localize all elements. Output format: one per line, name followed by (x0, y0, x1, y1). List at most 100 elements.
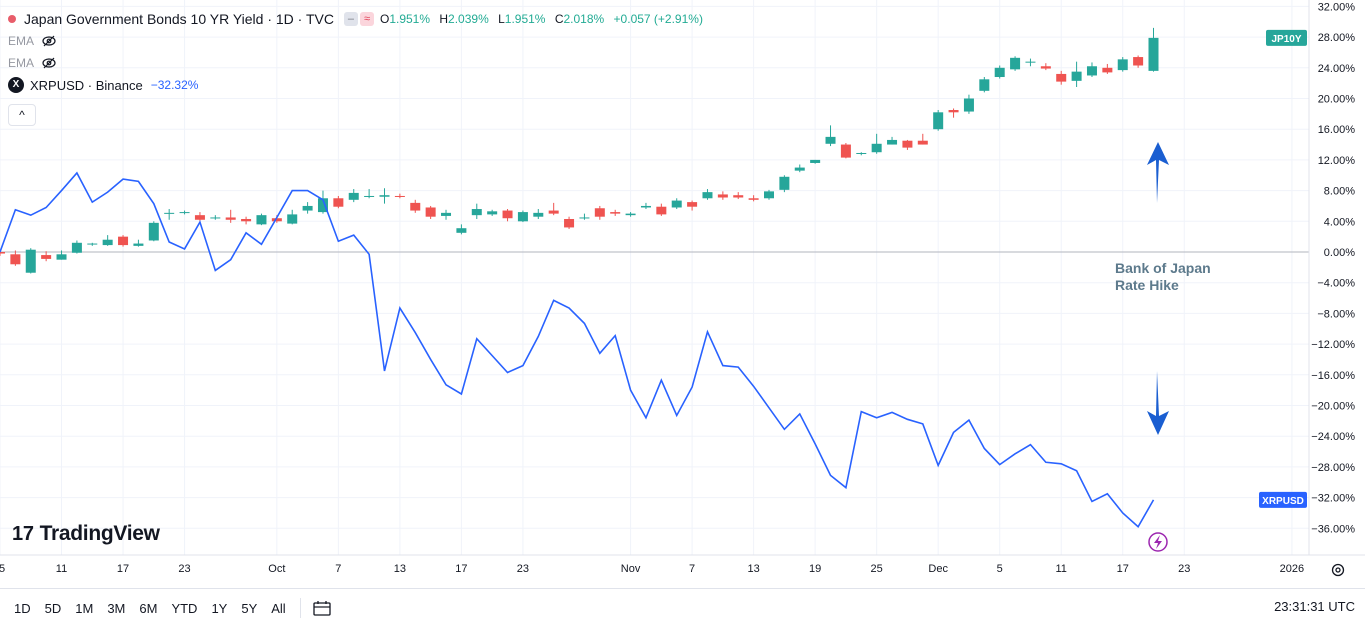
candle (364, 189, 375, 199)
candle (487, 209, 498, 216)
minus-icon[interactable]: – (343, 12, 358, 26)
candle (871, 133, 882, 154)
price-tick-label: −20.00% (1311, 401, 1355, 413)
time-tick-label: 13 (747, 563, 759, 575)
price-tick-label: −24.00% (1311, 431, 1355, 443)
candle (994, 65, 1005, 79)
price-tick-label: 12.00% (1318, 155, 1356, 167)
lightning-icon[interactable] (1148, 532, 1168, 552)
candle (164, 209, 175, 220)
candle (887, 136, 898, 145)
range-3m[interactable]: 3M (107, 600, 126, 616)
price-tick-label: −28.00% (1311, 462, 1355, 474)
indicator-ema-1[interactable]: EMA (8, 30, 709, 52)
range-ytd[interactable]: YTD (171, 600, 198, 616)
candle (0, 249, 5, 256)
compare-symbol-row[interactable]: X XRPUSD · Binance −32.32% (8, 74, 709, 96)
svg-text:XRPUSD: XRPUSD (1262, 496, 1304, 507)
tradingview-logo[interactable]: 17 TradingView (12, 522, 160, 546)
candle (41, 251, 52, 262)
time-tick-label: Dec (928, 563, 948, 575)
candle (317, 190, 328, 214)
market-status-dot (8, 15, 16, 23)
candle (179, 210, 190, 215)
price-tick-label: −4.00% (1317, 278, 1355, 290)
time-tick-label: Nov (621, 563, 641, 575)
candle (194, 212, 205, 222)
time-tick-label: 7 (689, 563, 695, 575)
range-5d[interactable]: 5D (44, 600, 62, 616)
wave-icon[interactable]: ≈ (359, 12, 374, 26)
time-tick-label: 23 (517, 563, 529, 575)
price-label-jp10y: JP10Y (1266, 29, 1307, 46)
compare-symbol-name[interactable]: XRPUSD · Binance (30, 77, 143, 93)
candle (810, 159, 821, 164)
eye-hidden-icon[interactable] (42, 57, 56, 69)
utc-clock[interactable]: 23:31:31 UTC (1274, 599, 1355, 614)
compare-symbol-change: −32.32% (150, 78, 199, 92)
candle (840, 143, 851, 159)
time-tick-label: 11 (1056, 563, 1067, 575)
indicator-ema-2[interactable]: EMA (8, 52, 709, 74)
legend: Japan Government Bonds 10 YR Yield · 1D … (8, 8, 709, 96)
main-symbol-row[interactable]: Japan Government Bonds 10 YR Yield · 1D … (8, 8, 709, 30)
collapse-legend-button[interactable]: ^ (8, 104, 36, 126)
time-tick-label: 5 (0, 563, 5, 575)
candle (748, 195, 759, 202)
candle (1040, 63, 1051, 71)
price-tick-label: −16.00% (1311, 370, 1355, 382)
candle (148, 221, 159, 242)
price-tick-label: 0.00% (1324, 247, 1355, 259)
candle (102, 235, 113, 246)
eye-hidden-icon[interactable] (42, 35, 56, 47)
time-tick-label: Oct (268, 563, 285, 575)
range-1d[interactable]: 1D (14, 600, 31, 616)
gear-icon[interactable] (1330, 562, 1346, 578)
candle (210, 215, 221, 220)
candle (671, 198, 682, 210)
price-tick-label: 4.00% (1324, 216, 1355, 228)
legend-pills[interactable]: – ≈ (343, 12, 374, 26)
tradingview-logo-icon: 17 (12, 522, 34, 545)
calendar-range-icon[interactable] (313, 600, 331, 616)
annotation-line-1: Bank of Japan (1115, 260, 1211, 276)
candle (225, 209, 236, 223)
ohlc-change: +0.057 (+2.91%) (613, 12, 703, 26)
symbol-title[interactable]: Japan Government Bonds 10 YR Yield · 1D … (24, 11, 334, 27)
chart-area[interactable]: 32.00% 28.00% 24.00% 20.00% 16.00% 12.00% 8.00… (0, 0, 1365, 588)
bottom-toolbar: 1D 5D 1M 3M 6M YTD 1Y 5Y All 23:31:31 UT… (0, 588, 1365, 627)
ohlc-values: O1.951% H2.039% L1.951% C2.018% +0.057 (… (379, 12, 703, 26)
price-tick-label: 24.00% (1318, 63, 1356, 75)
candle (702, 189, 713, 200)
range-1y[interactable]: 1Y (211, 600, 228, 616)
toolbar-divider (299, 598, 301, 618)
candle (625, 212, 636, 217)
price-tick-label: −32.00% (1311, 493, 1355, 505)
time-tick-label: 13 (394, 563, 406, 575)
price-tick-label: 16.00% (1318, 124, 1356, 136)
candle (579, 213, 590, 220)
range-all[interactable]: All (271, 600, 286, 616)
time-tick-label: 7 (335, 563, 341, 575)
candle (87, 242, 98, 246)
time-tick-label: 11 (56, 563, 67, 575)
candle (717, 191, 728, 200)
candle (779, 175, 790, 193)
candle (979, 77, 990, 93)
candle (794, 164, 805, 173)
candle (410, 199, 421, 213)
candle (933, 110, 944, 131)
candle (764, 189, 774, 200)
svg-text:JP10Y: JP10Y (1271, 34, 1301, 45)
candle (25, 248, 36, 274)
xrpusd-line (0, 171, 1155, 529)
candle (133, 239, 144, 247)
candle (441, 209, 452, 220)
range-5y[interactable]: 5Y (241, 600, 258, 616)
annotation-line-2: Rate Hike (1115, 277, 1179, 293)
range-6m[interactable]: 6M (139, 600, 158, 616)
range-1m[interactable]: 1M (75, 600, 94, 616)
candle (610, 209, 621, 216)
candle (548, 202, 559, 216)
candle (302, 202, 313, 214)
